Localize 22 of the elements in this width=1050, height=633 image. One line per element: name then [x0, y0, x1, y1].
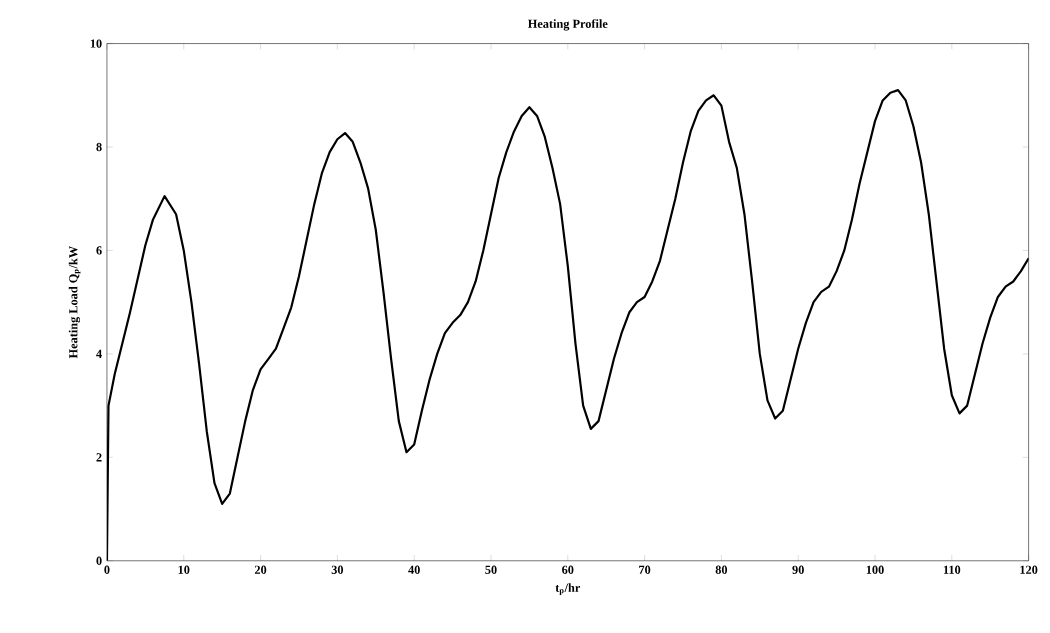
y-tick-label: 0: [96, 556, 102, 566]
y-tick-label: 4: [96, 349, 102, 359]
x-tick-label: 60: [562, 565, 574, 575]
x-tick-label: 20: [254, 565, 267, 575]
x-tick-label: 10: [178, 565, 190, 575]
x-tick-label: 30: [331, 565, 344, 575]
x-tick-label: 80: [715, 565, 728, 575]
y-tick-label: 2: [96, 453, 102, 462]
x-tick-label: 90: [792, 565, 804, 575]
chart-title: Heating Profile: [527, 19, 608, 31]
x-tick-label: 110: [943, 565, 961, 575]
y-tick-label: 8: [96, 142, 102, 152]
x-tick-label: 0: [104, 565, 110, 575]
y-tick-label: 6: [96, 246, 102, 255]
x-axis-title: t$_{p}$/hr: [555, 583, 581, 596]
x-tick-label: 120: [1020, 565, 1038, 575]
x-tick-label: 40: [408, 565, 420, 575]
y-tick-label: 10: [90, 39, 102, 48]
x-tick-label: 50: [485, 565, 497, 575]
x-tick-label: 70: [639, 565, 651, 575]
y-axis-title: Heating Load Q$_{p}$/kW: [68, 246, 81, 359]
x-tick-label: 100: [866, 565, 884, 575]
